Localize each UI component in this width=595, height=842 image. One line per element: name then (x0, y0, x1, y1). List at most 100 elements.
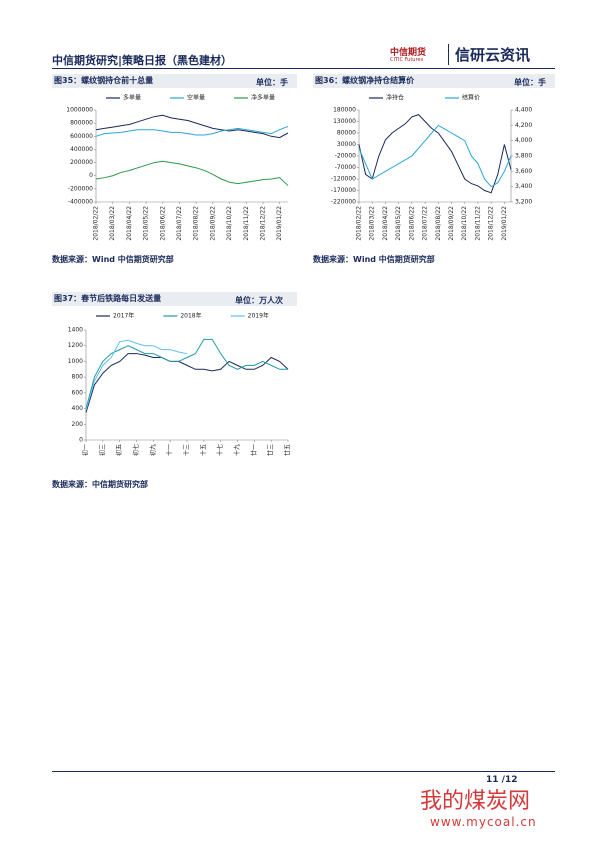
x-tick-label: 初三 (98, 444, 106, 456)
x-tick-label: 2018/08/22 (435, 206, 442, 241)
x-tick-label: 2018/10/22 (461, 206, 468, 241)
legend-label: 结算价 (462, 94, 480, 102)
logo-en: CITIC Futures (390, 57, 424, 63)
x-tick-label: 2018/08/22 (193, 206, 200, 241)
x-tick-label: 廿三 (267, 444, 275, 456)
logo-cn: 中信期货 (390, 48, 427, 58)
x-tick-label: 2018/03/22 (109, 206, 116, 241)
y-tick-label: -20000 (335, 153, 356, 160)
x-tick-label: 初七 (132, 444, 140, 456)
watermark-name: 我的煤炭网 (420, 789, 531, 814)
x-tick-label: 2018/07/22 (422, 206, 429, 241)
series-line (95, 114, 289, 139)
x-tick-label: 2018/06/22 (408, 206, 415, 241)
y-tick-label: -170000 (331, 187, 356, 194)
header-title: 中信期货研究|策略日报（黑色建材） (52, 54, 233, 67)
y-tick-label: 1000000 (66, 107, 93, 114)
legend-label: 2018年 (180, 312, 201, 320)
y-tick-label: 0 (89, 172, 93, 179)
x-tick-label: 2018/09/22 (448, 206, 455, 241)
y-tick-label: 0 (79, 437, 83, 444)
x-tick-label: 2018/04/22 (126, 206, 133, 241)
x-tick-label: 2018/07/22 (176, 206, 183, 241)
footer-rule (52, 771, 555, 772)
y-tick-label: -70000 (335, 164, 356, 171)
x-tick-label: 初五 (115, 444, 123, 456)
y2-tick-label: 4,000 (515, 137, 532, 144)
figure-source: 数据来源：中信期货研究部 (52, 480, 148, 489)
series-line (85, 353, 289, 413)
x-tick-label: 2018/02/22 (93, 206, 100, 241)
series-line (358, 114, 512, 194)
legend-label: 2017年 (113, 312, 134, 320)
y-tick-label: -200000 (68, 185, 93, 192)
figure-title: 图35：螺纹钢持仓前十总量 (52, 74, 297, 88)
chart: -400000 -200000 0 200000 400000 600000 800000 1… (66, 94, 289, 241)
legend-label: 多单量 (123, 94, 141, 102)
y-tick-label: 600000 (70, 133, 93, 140)
chart: -220000 -170000 -120000 -70000 -20000 30000 80… (331, 94, 532, 241)
x-tick-label: 十一 (166, 444, 174, 456)
x-tick-label: 2018/10/22 (226, 206, 233, 241)
series-line (95, 160, 289, 186)
x-tick-label: 十九 (233, 444, 241, 456)
y-tick-label: -220000 (331, 199, 356, 206)
y2-tick-label: 3,400 (515, 183, 532, 190)
x-tick-label: 廿五 (284, 444, 292, 456)
y-tick-label: 1200 (68, 342, 83, 349)
brand: 信研云资讯 (448, 44, 530, 65)
x-tick-label: 十三 (183, 444, 191, 456)
x-tick-label: 2018/02/22 (356, 206, 363, 241)
series-line (85, 338, 288, 409)
y-tick-label: 80000 (337, 130, 356, 137)
series-line (95, 125, 289, 137)
figure-unit: 单位：万人次 (235, 296, 283, 305)
legend-label: 2019年 (248, 312, 269, 320)
x-tick-label: 2018/12/22 (259, 206, 266, 241)
x-tick-label: 2018/05/22 (143, 206, 150, 241)
y-tick-label: 180000 (333, 107, 356, 114)
y-tick-label: 1400 (68, 327, 83, 334)
figure-title: 图37：春节后铁路每日发送量 (52, 292, 297, 306)
x-tick-label: 2018/05/22 (395, 206, 402, 241)
legend-label: 净多单量 (251, 94, 275, 102)
y-tick-label: -400000 (68, 199, 93, 206)
y-tick-label: 200 (72, 421, 84, 428)
legend-label: 净持仓 (386, 94, 404, 102)
x-tick-label: 2019/01/22 (276, 206, 283, 241)
chart: 0200400600800100012001400初一 初三 初五 初七 初九 十一 十三十… (68, 312, 292, 457)
figure-unit: 单位：手 (256, 78, 288, 87)
y-tick-label: -120000 (331, 176, 356, 183)
x-tick-label: 2018/09/22 (209, 206, 216, 241)
x-tick-label: 廿一 (250, 444, 258, 456)
legend-label: 空单量 (187, 94, 205, 102)
x-tick-label: 2018/11/22 (243, 206, 250, 241)
x-tick-label: 2018/12/22 (488, 206, 495, 241)
y-tick-label: 200000 (70, 159, 93, 166)
y-tick-label: 600 (72, 389, 84, 396)
x-tick-label: 2019/01/22 (501, 206, 508, 241)
y-tick-label: 30000 (337, 141, 356, 148)
y-tick-label: 800 (72, 374, 84, 381)
y2-tick-label: 4,200 (515, 122, 532, 129)
series-line (358, 124, 512, 188)
x-tick-label: 初一 (82, 444, 90, 456)
page-number: 11 /12 (486, 775, 518, 785)
x-tick-label: 2018/11/22 (474, 206, 481, 241)
figure-source: 数据来源：Wind 中信期货研究部 (313, 255, 435, 264)
y2-tick-label: 3,200 (515, 199, 532, 206)
series-line (85, 339, 188, 411)
x-tick-label: 初九 (149, 444, 157, 456)
x-tick-label: 2018/04/22 (382, 206, 389, 241)
x-tick-label: 2018/03/22 (369, 206, 376, 241)
figure-unit: 单位：手 (514, 78, 546, 87)
figure-source: 数据来源：Wind 中信期货研究部 (52, 255, 174, 264)
x-tick-label: 十五 (199, 444, 207, 456)
y-tick-label: 1000 (68, 358, 83, 365)
watermark-url: www.mycoal.cn (430, 815, 537, 829)
y2-tick-label: 4,400 (515, 107, 532, 114)
x-tick-label: 2018/06/22 (159, 206, 166, 241)
y-tick-label: 400000 (70, 146, 93, 153)
y2-tick-label: 3,600 (515, 168, 532, 175)
